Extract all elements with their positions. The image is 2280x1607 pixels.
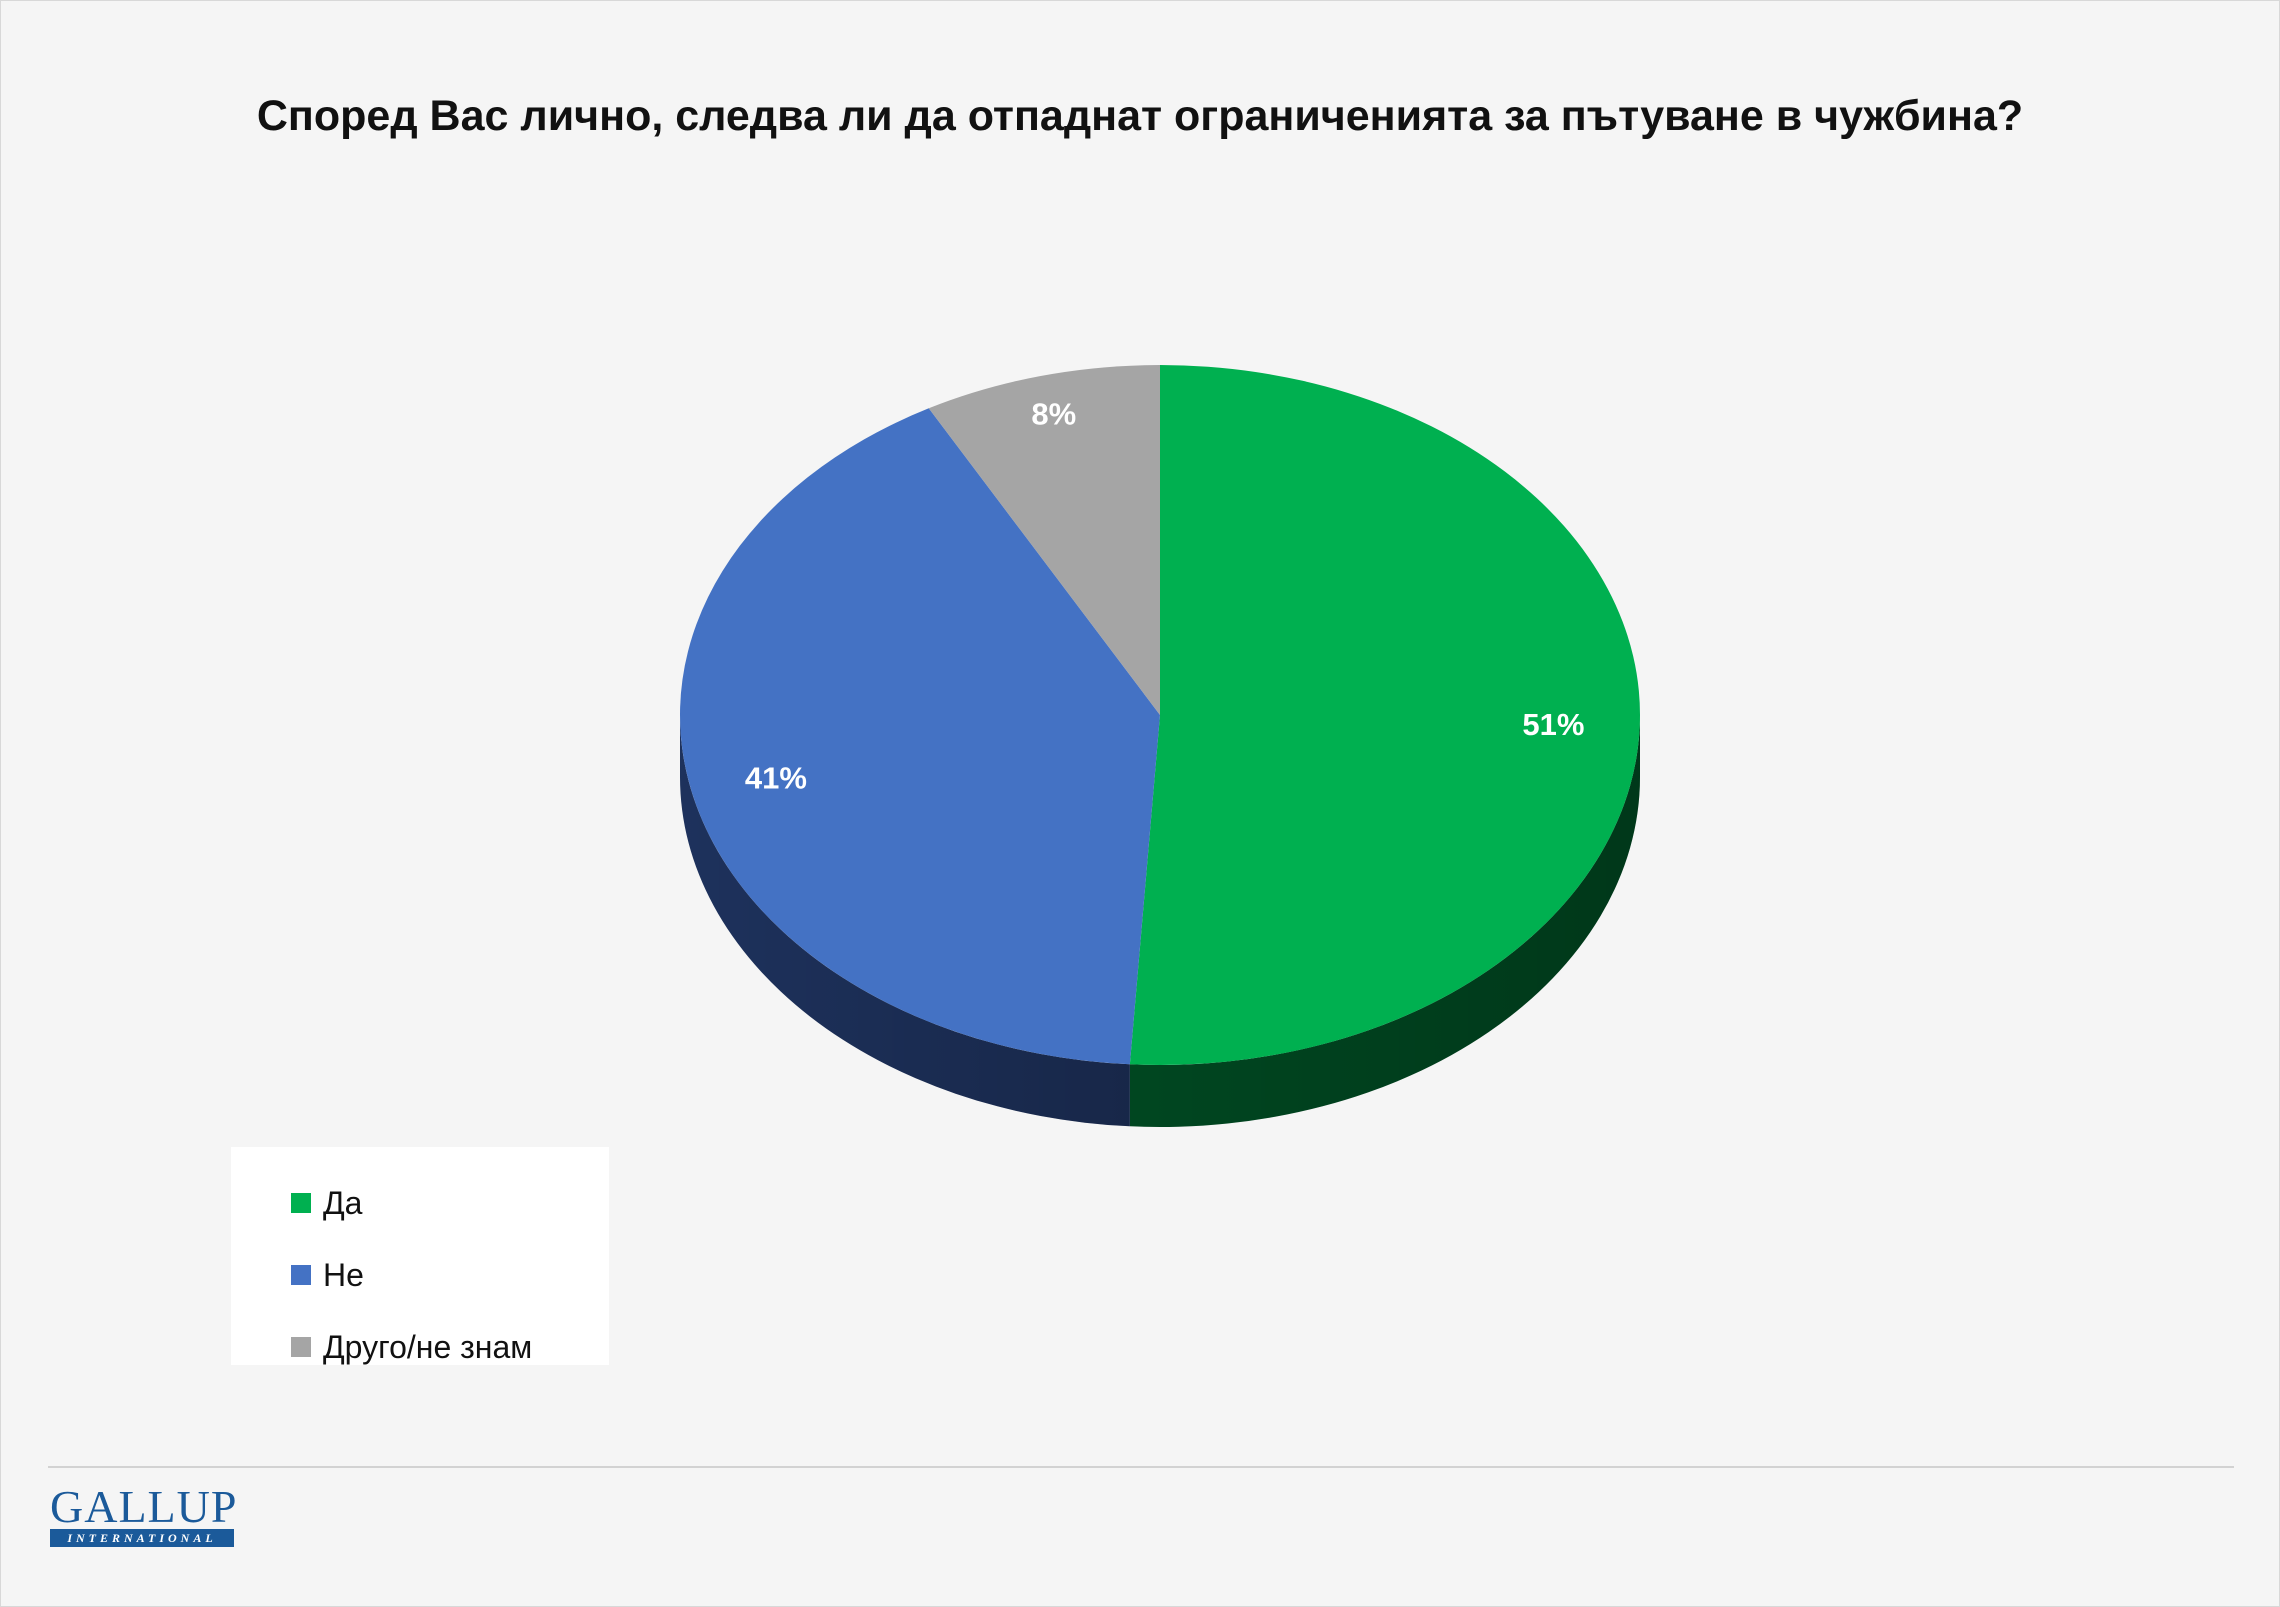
logo-wordmark: GALLUP — [50, 1481, 238, 1532]
footer-divider — [48, 1466, 2234, 1468]
logo-subtitle: INTERNATIONAL — [50, 1529, 234, 1547]
legend-item-yes: Да — [291, 1183, 362, 1223]
pie-slice-yes — [1129, 364, 1641, 1065]
legend-item-no: Не — [291, 1255, 364, 1295]
chart-title: Според Вас лично, следва ли да отпаднат … — [256, 92, 2024, 140]
pie-side-walls — [680, 715, 1640, 1127]
legend-label-yes: Да — [323, 1184, 363, 1221]
pie-label-yes: 51% — [1522, 707, 1584, 742]
pie-side-shade-yes — [1129, 715, 1640, 1127]
legend-item-other: Друго/не знам — [291, 1327, 532, 1367]
legend-label-other: Друго/не знам — [323, 1328, 533, 1365]
pie-slice-other — [928, 365, 1160, 715]
legend-swatch-yes — [291, 1193, 311, 1213]
legend-swatch-no — [291, 1265, 311, 1285]
pie-data-labels: 51% 41% 8% — [745, 396, 1585, 795]
legend: Да Не Друго/не знам — [231, 1147, 609, 1365]
pie-slice-no — [680, 408, 1160, 1065]
pie-label-no: 41% — [745, 761, 807, 796]
pie-side-shade-no — [680, 715, 1130, 1127]
legend-label-no: Не — [323, 1256, 364, 1293]
pie-slices — [680, 364, 1641, 1065]
legend-swatch-other — [291, 1337, 311, 1357]
pie-label-other: 8% — [1031, 396, 1076, 431]
gallup-logo: GALLUP INTERNATIONAL — [50, 1481, 238, 1547]
